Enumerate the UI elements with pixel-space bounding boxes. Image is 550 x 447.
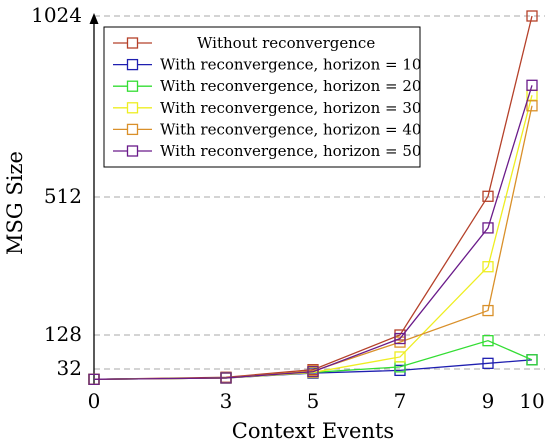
legend-marker-5 bbox=[126, 145, 139, 157]
legend-label-0: Without reconvergence bbox=[197, 34, 375, 52]
legend-marker-4 bbox=[126, 123, 139, 136]
y-tick-label-1024: 1024 bbox=[31, 3, 82, 27]
legend-marker-1 bbox=[126, 58, 139, 71]
x-tick-label-7: 7 bbox=[394, 389, 407, 413]
axes bbox=[89, 13, 99, 385]
legend-label-4: With reconvergence, horizon = 40 bbox=[160, 120, 421, 138]
series-0-marker bbox=[526, 10, 538, 22]
x-tick-label-10: 10 bbox=[519, 389, 544, 413]
legend-label-3: With reconvergence, horizon = 30 bbox=[160, 99, 421, 117]
x-tick-label-9: 9 bbox=[482, 389, 495, 413]
series-2-marker bbox=[394, 361, 406, 373]
series-0-marker bbox=[482, 190, 494, 202]
y-tick-label-32: 32 bbox=[57, 356, 82, 380]
series-5-marker bbox=[482, 222, 494, 234]
y-axis-label: MSG Size bbox=[3, 151, 27, 255]
legend-marker-0 bbox=[126, 37, 139, 49]
series-5-marker bbox=[394, 332, 406, 345]
legend-label-2: With reconvergence, horizon = 20 bbox=[160, 77, 421, 95]
x-tick-label-3: 3 bbox=[220, 389, 233, 413]
series-5-marker bbox=[526, 79, 538, 91]
y-tick-label-128: 128 bbox=[44, 322, 82, 346]
x-axis-label: Context Events bbox=[232, 419, 394, 443]
series-4-marker bbox=[526, 100, 538, 112]
series-5-marker bbox=[220, 372, 232, 384]
legend: Without reconvergence With reconvergence,… bbox=[103, 26, 421, 168]
series-2-marker bbox=[526, 354, 538, 366]
legend-marker-2 bbox=[126, 80, 139, 92]
legend-marker-3 bbox=[126, 102, 139, 114]
series-lines bbox=[88, 10, 538, 385]
x-tick-label-5: 5 bbox=[307, 389, 320, 413]
series-5-marker bbox=[88, 373, 100, 385]
legend-label-5: With reconvergence, horizon = 50 bbox=[160, 142, 421, 160]
y-tick-label-512: 512 bbox=[44, 184, 82, 208]
series-5-marker bbox=[307, 366, 319, 378]
legend-box bbox=[103, 26, 421, 168]
series-3-marker bbox=[394, 351, 406, 363]
series-3-marker bbox=[482, 261, 494, 273]
series-line-5 bbox=[93, 85, 533, 380]
legend-label-1: With reconvergence, horizon = 10 bbox=[160, 56, 421, 74]
x-tick-label-0: 0 bbox=[88, 389, 101, 413]
y-axis-arrow-icon bbox=[89, 13, 99, 24]
series-2-marker bbox=[482, 335, 494, 347]
series-5 bbox=[88, 79, 538, 385]
series-4-marker bbox=[482, 304, 494, 317]
series-1-marker bbox=[482, 357, 494, 369]
tick-labels: 32 128 512 1024 0 3 5 7 9 10 bbox=[31, 3, 545, 413]
